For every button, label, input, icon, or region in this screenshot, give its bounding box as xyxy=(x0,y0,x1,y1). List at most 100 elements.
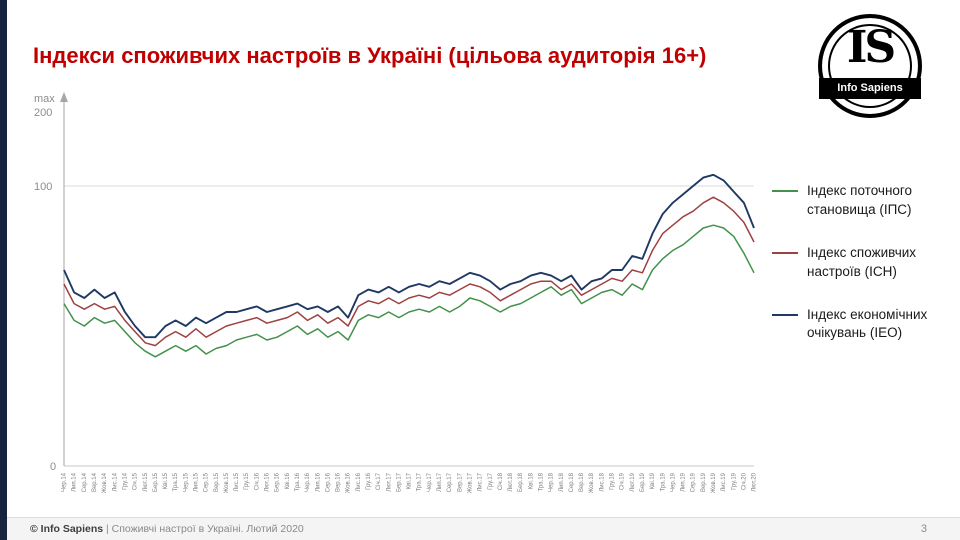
x-tick-label: Січ.16 xyxy=(254,472,260,490)
x-tick-label: Жов.18 xyxy=(589,472,595,493)
x-tick-label: Лют.20 xyxy=(752,472,758,491)
x-tick-label: Гру.16 xyxy=(366,472,372,490)
x-tick-label: Тра.16 xyxy=(295,472,301,491)
x-tick-label: Сер.18 xyxy=(569,472,575,492)
x-tick-label: Січ.20 xyxy=(741,472,747,490)
x-tick-label: Бер.18 xyxy=(518,472,524,492)
x-tick-label: Січ.19 xyxy=(620,472,626,490)
x-tick-label: Тра.18 xyxy=(538,472,544,491)
left-edge-stripe xyxy=(0,0,7,540)
x-tick-label: Лип.18 xyxy=(559,472,565,492)
y-label-100: 100 xyxy=(34,181,52,193)
x-tick-label: Вер.19 xyxy=(701,472,707,492)
x-tick-label: Лис.17 xyxy=(478,472,484,491)
series-line-1 xyxy=(63,196,755,347)
x-tick-label: Жов.16 xyxy=(346,472,352,493)
x-tick-label: Жов.14 xyxy=(102,472,108,493)
x-tick-label: Лис.14 xyxy=(112,472,118,491)
series-line-2 xyxy=(63,173,755,339)
x-tick-label: Гру.18 xyxy=(609,472,615,490)
x-tick-label: Кві.15 xyxy=(163,472,169,489)
x-tick-label: Сер.19 xyxy=(691,472,697,492)
legend-label-isn: Індекс споживчих настроїв (ІСН) xyxy=(807,244,917,279)
y-label-0: 0 xyxy=(50,461,56,473)
x-tick-label: Тра.17 xyxy=(417,472,423,491)
logo-company-name: Info Sapiens xyxy=(819,78,921,99)
x-tick-label: Сер.17 xyxy=(447,472,453,492)
footer-caption: | Споживчі настрої в Україні. Лютий 2020 xyxy=(103,523,304,535)
x-tick-label: Сер.16 xyxy=(325,472,331,492)
x-tick-label: Лют.19 xyxy=(630,472,636,491)
x-tick-label: Жов.19 xyxy=(711,472,717,493)
x-tick-label: Лис.15 xyxy=(234,472,240,491)
x-tick-label: Лют.16 xyxy=(264,472,270,491)
y-label-max: max xyxy=(34,93,55,105)
consumer-sentiment-line-chart: max 200 100 0 Чер.14 Лип.14 Сер.14 Вер.14 Жов.14… xyxy=(28,86,768,521)
x-tick-label: Лип.14 xyxy=(72,472,78,492)
x-tick-label: Лют.17 xyxy=(386,472,392,491)
x-tick-label: Гру.15 xyxy=(244,472,250,490)
x-tick-label: Лип.16 xyxy=(315,472,321,492)
chart-svg: max 200 100 0 Чер.14 Лип.14 Сер.14 Вер.14 Жов.14… xyxy=(34,92,758,493)
x-tick-label: Вер.16 xyxy=(336,472,342,492)
x-tick-label: Вер.15 xyxy=(214,472,220,492)
x-tick-label: Лис.18 xyxy=(599,472,605,491)
x-tick-label: Лип.17 xyxy=(437,472,443,492)
x-tick-label: Гру.17 xyxy=(488,472,494,490)
x-tick-label: Лис.19 xyxy=(721,472,727,491)
legend-item-ipc: Індекс поточного становища (ІПС) xyxy=(772,182,952,220)
x-tick-label: Тра.19 xyxy=(660,472,666,491)
legend-label-ipc: Індекс поточного становища (ІПС) xyxy=(807,183,913,217)
logo-circle xyxy=(818,14,922,118)
x-tick-label: Кві.17 xyxy=(407,472,413,489)
y-label-200: 200 xyxy=(34,107,52,119)
x-tick-label: Бер.16 xyxy=(275,472,281,492)
x-tick-label: Бер.15 xyxy=(153,472,159,492)
legend-swatch-isn xyxy=(772,251,798,254)
x-tick-label: Тра.15 xyxy=(173,472,179,491)
legend-item-ieo: Індекс економічних очікувань (ІЕО) xyxy=(772,306,952,344)
x-tick-label: Жов.17 xyxy=(467,472,473,493)
x-tick-label: Лют.18 xyxy=(508,472,514,491)
x-tick-label: Кві.19 xyxy=(650,472,656,489)
x-tick-label: Бер.19 xyxy=(640,472,646,492)
x-tick-label: Гру.19 xyxy=(731,472,737,490)
x-tick-label: Чер.14 xyxy=(62,472,68,492)
legend-swatch-ipc xyxy=(772,190,798,192)
info-sapiens-logo: IS Info Sapiens xyxy=(818,14,922,118)
page-number: 3 xyxy=(920,523,927,535)
legend-item-isn: Індекс споживчих настроїв (ІСН) xyxy=(772,244,952,282)
legend-label-ieo: Індекс економічних очікувань (ІЕО) xyxy=(807,306,928,341)
legend-swatch-ieo xyxy=(772,313,798,316)
series-line-0 xyxy=(63,224,755,358)
x-tick-label: Сер.15 xyxy=(204,472,210,492)
x-tick-label: Січ.17 xyxy=(376,472,382,490)
x-tick-label: Лип.15 xyxy=(193,472,199,492)
x-tick-label: Чер.16 xyxy=(305,472,311,492)
logo-monogram: IS xyxy=(846,22,896,73)
x-tick-label: Бер.17 xyxy=(396,472,402,492)
x-tick-label: Чер.18 xyxy=(549,472,555,492)
x-tick-label: Лип.19 xyxy=(681,472,687,492)
x-tick-label: Лис.16 xyxy=(356,472,362,491)
x-tick-label: Чер.19 xyxy=(670,472,676,492)
page-title: Індекси споживчих настроїв в Україні (ці… xyxy=(33,42,707,68)
slide-footer: © Info Sapiens | Споживчі настрої в Укра… xyxy=(0,517,960,540)
x-tick-label: Чер.15 xyxy=(183,472,189,492)
footer-text: © Info Sapiens | Споживчі настрої в Укра… xyxy=(30,523,921,535)
x-tick-label: Жов.15 xyxy=(224,472,230,493)
x-tick-label: Гру.14 xyxy=(122,472,128,490)
x-tick-label: Лют.15 xyxy=(143,472,149,491)
x-tick-label: Вер.18 xyxy=(579,472,585,492)
x-tick-label: Сер.14 xyxy=(82,472,88,492)
footer-brand: © Info Sapiens xyxy=(30,523,104,535)
chart-legend: Індекс поточного становища (ІПС) Індекс … xyxy=(772,182,952,367)
x-tick-label: Січ.18 xyxy=(498,472,504,490)
x-tick-label: Кві.18 xyxy=(528,472,534,489)
x-tick-label: Вер.14 xyxy=(92,472,98,492)
x-tick-label: Січ.15 xyxy=(133,472,139,490)
x-tick-label: Вер.17 xyxy=(457,472,463,492)
y-axis-arrow xyxy=(60,92,68,102)
x-tick-label: Чер.17 xyxy=(427,472,433,492)
